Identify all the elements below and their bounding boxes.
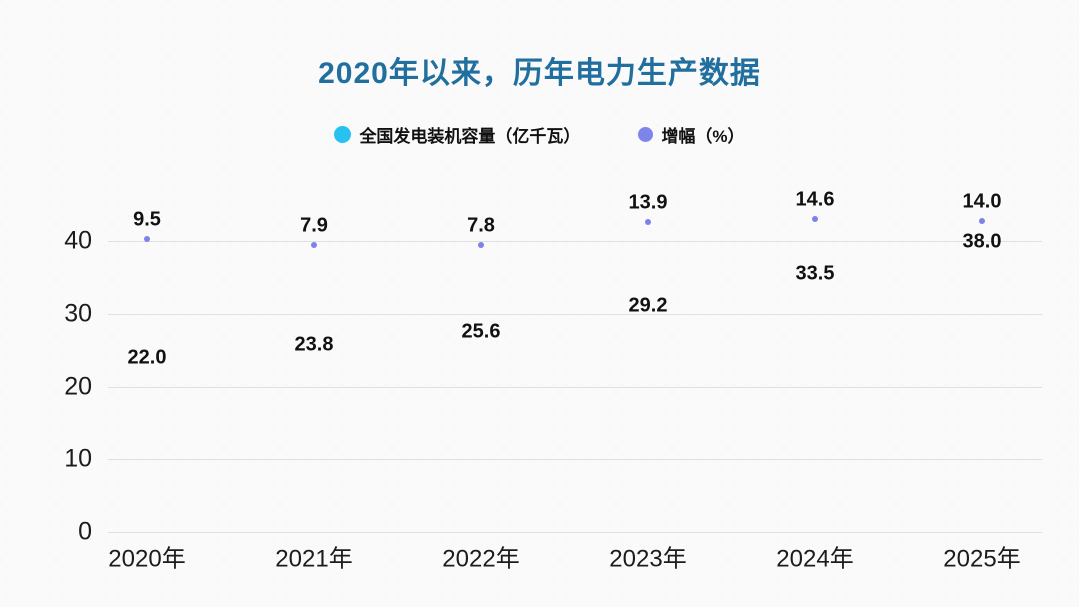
y-axis-tick-label: 20 bbox=[64, 372, 92, 400]
gridline bbox=[108, 386, 1042, 388]
growth-data-label: 7.8 bbox=[467, 214, 495, 237]
capacity-data-label: 25.6 bbox=[461, 320, 501, 343]
growth-series-swatch-icon bbox=[638, 126, 654, 142]
gridline bbox=[108, 459, 1042, 461]
growth-data-point[interactable] bbox=[979, 218, 985, 225]
y-axis-tick-label: 40 bbox=[64, 226, 92, 255]
gridline bbox=[108, 532, 1042, 533]
x-axis-tick-label: 2021年 bbox=[275, 545, 353, 573]
y-axis-tick-label: 0 bbox=[78, 517, 92, 546]
capacity-data-label: 29.2 bbox=[628, 294, 668, 317]
growth-data-label: 13.9 bbox=[628, 191, 668, 214]
capacity-data-label: 33.5 bbox=[795, 262, 835, 285]
growth-data-point[interactable] bbox=[812, 216, 818, 223]
legend-label-growth: 增幅（%） bbox=[661, 126, 745, 146]
legend-label-capacity: 全国发电装机容量（亿千瓦） bbox=[359, 126, 581, 146]
legend-item-growth[interactable]: 增幅（%） bbox=[638, 122, 745, 147]
legend-item-capacity[interactable]: 全国发电装机容量（亿千瓦） bbox=[334, 122, 580, 147]
capacity-data-label: 22.0 bbox=[127, 346, 167, 369]
growth-data-point[interactable] bbox=[478, 242, 484, 248]
growth-data-point[interactable] bbox=[144, 235, 150, 242]
chart-title: 2020年以来，历年电力生产数据 bbox=[318, 57, 761, 90]
growth-data-label: 14.6 bbox=[795, 188, 835, 211]
x-axis-tick-label: 2020年 bbox=[108, 545, 186, 573]
growth-data-point[interactable] bbox=[311, 241, 317, 248]
gridline bbox=[108, 241, 1042, 242]
growth-data-point[interactable] bbox=[645, 218, 651, 225]
x-axis-tick-label: 2025年 bbox=[943, 545, 1021, 573]
x-axis-tick-label: 2024年 bbox=[776, 545, 854, 573]
y-axis-tick-label: 10 bbox=[64, 444, 92, 473]
x-axis-tick-label: 2023年 bbox=[609, 545, 687, 573]
legend: 全国发电装机容量（亿千瓦） 增幅（%） bbox=[0, 120, 1079, 148]
x-axis-tick-label: 2022年 bbox=[442, 545, 520, 573]
capacity-series-swatch-icon bbox=[334, 125, 352, 143]
capacity-data-label: 38.0 bbox=[962, 230, 1002, 253]
y-axis-tick-label: 30 bbox=[64, 299, 92, 328]
growth-data-label: 14.0 bbox=[962, 190, 1002, 213]
gridline bbox=[108, 313, 1042, 315]
capacity-data-label: 23.8 bbox=[294, 333, 334, 356]
growth-data-label: 9.5 bbox=[133, 208, 161, 230]
growth-data-label: 7.9 bbox=[300, 214, 328, 237]
